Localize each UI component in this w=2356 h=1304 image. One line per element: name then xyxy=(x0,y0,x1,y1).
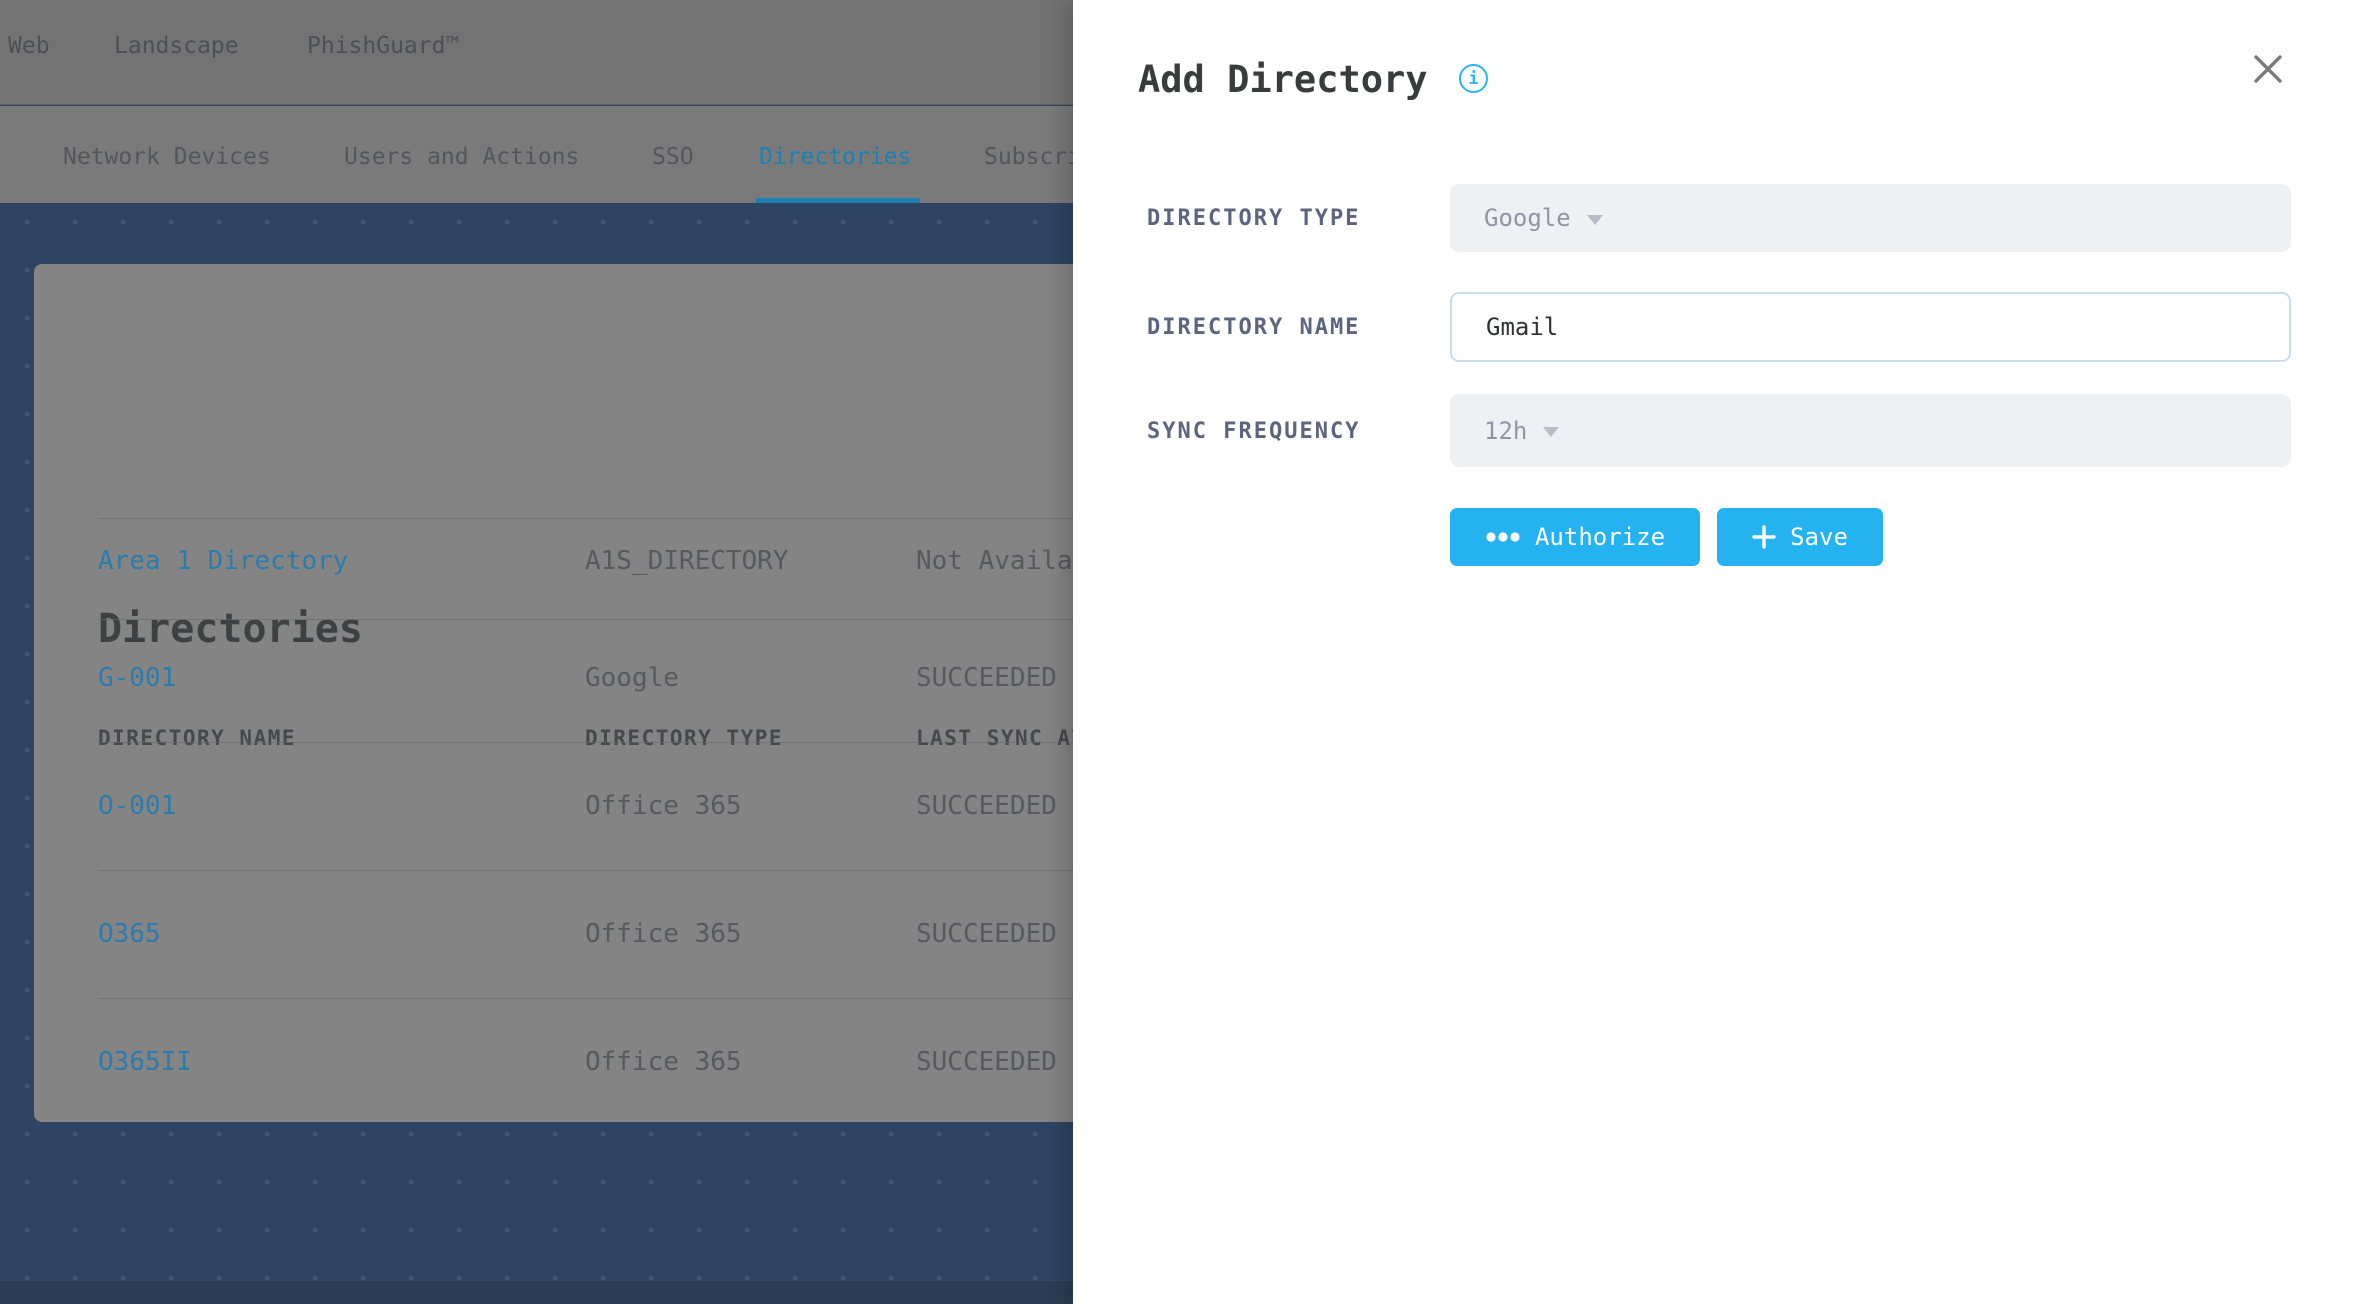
last-sync-cell: SUCCEEDED xyxy=(916,791,1057,821)
nav-item-phishguard[interactable]: PhishGuard™ xyxy=(307,33,460,59)
row-divider xyxy=(98,998,1244,999)
directory-name-link[interactable]: O365 xyxy=(98,919,161,949)
close-icon xyxy=(2254,55,2282,83)
save-button[interactable]: Save xyxy=(1717,508,1883,566)
column-header-directory-type: DIRECTORY TYPE xyxy=(585,726,784,750)
directory-name-label: DIRECTORY NAME xyxy=(1147,315,1361,340)
save-button-label: Save xyxy=(1790,523,1848,551)
sync-frequency-select[interactable]: 12h xyxy=(1450,394,2291,467)
tab-sso[interactable]: SSO xyxy=(652,144,694,170)
directory-name-input[interactable] xyxy=(1486,313,2289,341)
row-divider xyxy=(98,742,1244,743)
close-button[interactable] xyxy=(2245,46,2291,92)
column-header-last-sync: LAST SYNC AT xyxy=(916,726,1086,750)
directory-type-cell: Office 365 xyxy=(585,919,742,949)
sync-frequency-value: 12h xyxy=(1484,416,1528,445)
column-header-directory-name: DIRECTORY NAME xyxy=(98,726,297,750)
plus-icon xyxy=(1752,525,1776,549)
last-sync-cell: SUCCEEDED xyxy=(916,1047,1057,1077)
authorize-button-label: Authorize xyxy=(1534,523,1666,551)
directories-card: Directories DIRECTORY NAME DIRECTORY TYP… xyxy=(34,264,1244,1122)
page-title: Directories xyxy=(98,606,363,652)
directory-type-cell: Office 365 xyxy=(585,1047,742,1077)
row-divider xyxy=(98,619,1244,620)
table-divider xyxy=(98,518,1244,519)
directory-type-cell: Google xyxy=(585,663,679,693)
row-divider xyxy=(98,870,1244,871)
directory-type-select[interactable]: Google xyxy=(1450,184,2291,252)
directory-type-value: Google xyxy=(1484,204,1571,232)
last-sync-cell: SUCCEEDED xyxy=(916,663,1057,693)
directory-name-link[interactable]: O365II xyxy=(98,1047,192,1077)
active-tab-underline xyxy=(756,198,920,203)
authorize-button[interactable]: Authorize xyxy=(1450,508,1700,566)
last-sync-cell: SUCCEEDED xyxy=(916,919,1057,949)
add-directory-panel: Add Directory i DIRECTORY TYPE Google DI… xyxy=(1073,0,2356,1304)
chevron-down-icon xyxy=(1586,214,1603,225)
directory-type-label: DIRECTORY TYPE xyxy=(1147,206,1361,231)
panel-title: Add Directory xyxy=(1138,58,1428,101)
directory-type-cell: A1S_DIRECTORY xyxy=(585,546,789,576)
directory-name-link[interactable]: O-001 xyxy=(98,791,177,821)
nav-item-landscape[interactable]: Landscape xyxy=(114,33,239,59)
info-icon[interactable]: i xyxy=(1459,64,1488,93)
directory-name-link[interactable]: G-001 xyxy=(98,663,177,693)
directory-name-link[interactable]: Area 1 Directory xyxy=(98,546,349,576)
chevron-down-icon xyxy=(1543,427,1560,437)
tab-users-and-actions[interactable]: Users and Actions xyxy=(344,144,580,170)
tab-directories[interactable]: Directories xyxy=(759,144,912,170)
ellipsis-icon xyxy=(1486,532,1520,542)
directory-type-cell: Office 365 xyxy=(585,791,742,821)
nav-item-web[interactable]: Web xyxy=(8,33,50,59)
sync-frequency-label: SYNC FREQUENCY xyxy=(1147,419,1361,444)
directory-name-field-wrap xyxy=(1450,292,2291,362)
tab-network-devices[interactable]: Network Devices xyxy=(63,144,271,170)
